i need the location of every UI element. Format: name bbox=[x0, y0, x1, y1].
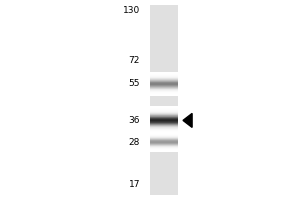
Bar bbox=[150, 85, 178, 86]
Bar bbox=[150, 134, 178, 135]
Bar bbox=[150, 141, 178, 142]
Bar bbox=[150, 86, 178, 87]
Bar bbox=[150, 83, 178, 84]
Bar bbox=[150, 112, 178, 113]
Bar bbox=[150, 137, 178, 138]
Polygon shape bbox=[183, 113, 192, 127]
Bar bbox=[150, 75, 178, 76]
Text: 28: 28 bbox=[129, 138, 140, 147]
Bar bbox=[150, 94, 178, 95]
Bar bbox=[150, 135, 178, 136]
Text: 17: 17 bbox=[128, 180, 140, 189]
Bar bbox=[150, 81, 178, 82]
Bar bbox=[150, 145, 178, 146]
Bar bbox=[150, 87, 178, 88]
Bar bbox=[150, 121, 178, 122]
Bar bbox=[150, 144, 178, 145]
Bar bbox=[150, 107, 178, 108]
Bar bbox=[150, 108, 178, 109]
Bar bbox=[150, 134, 178, 135]
Bar bbox=[150, 118, 178, 119]
Bar bbox=[150, 93, 178, 94]
Bar bbox=[150, 84, 178, 85]
Bar bbox=[150, 82, 178, 83]
Bar bbox=[150, 78, 178, 79]
Text: 72: 72 bbox=[129, 56, 140, 65]
Bar bbox=[150, 132, 178, 133]
Bar bbox=[150, 149, 178, 150]
Bar bbox=[150, 89, 178, 90]
Bar bbox=[150, 119, 178, 120]
Bar bbox=[150, 111, 178, 112]
Bar bbox=[150, 138, 178, 139]
Bar bbox=[150, 5, 178, 195]
Bar bbox=[150, 128, 178, 129]
Bar bbox=[150, 126, 178, 127]
Bar bbox=[150, 143, 178, 144]
Bar bbox=[150, 136, 178, 137]
Bar bbox=[150, 116, 178, 117]
Bar bbox=[150, 142, 178, 143]
Text: 55: 55 bbox=[128, 79, 140, 88]
Bar bbox=[150, 130, 178, 131]
Bar bbox=[150, 147, 178, 148]
Bar bbox=[150, 127, 178, 128]
Bar bbox=[150, 109, 178, 110]
Bar bbox=[150, 91, 178, 92]
Bar bbox=[150, 115, 178, 116]
Bar bbox=[150, 133, 178, 134]
Bar bbox=[150, 125, 178, 126]
Bar bbox=[150, 150, 178, 151]
Bar bbox=[150, 88, 178, 89]
Bar bbox=[150, 90, 178, 91]
Bar bbox=[150, 131, 178, 132]
Bar bbox=[150, 139, 178, 140]
Bar bbox=[150, 95, 178, 96]
Bar bbox=[150, 110, 178, 111]
Bar bbox=[150, 114, 178, 115]
Bar bbox=[150, 151, 178, 152]
Text: 36: 36 bbox=[128, 116, 140, 125]
Bar bbox=[150, 140, 178, 141]
Bar bbox=[150, 146, 178, 147]
Bar bbox=[150, 120, 178, 121]
Bar bbox=[150, 129, 178, 130]
Bar bbox=[150, 124, 178, 125]
Bar bbox=[150, 132, 178, 133]
Text: 130: 130 bbox=[123, 6, 140, 15]
Bar bbox=[150, 92, 178, 93]
Bar bbox=[150, 148, 178, 149]
Bar bbox=[150, 72, 178, 73]
Bar bbox=[150, 133, 178, 134]
Bar bbox=[150, 73, 178, 74]
Bar bbox=[150, 106, 178, 107]
Bar bbox=[150, 123, 178, 124]
Bar bbox=[150, 76, 178, 77]
Bar bbox=[150, 117, 178, 118]
Bar bbox=[150, 122, 178, 123]
Bar bbox=[150, 79, 178, 80]
Bar bbox=[150, 77, 178, 78]
Bar bbox=[150, 113, 178, 114]
Bar bbox=[150, 80, 178, 81]
Bar bbox=[150, 74, 178, 75]
